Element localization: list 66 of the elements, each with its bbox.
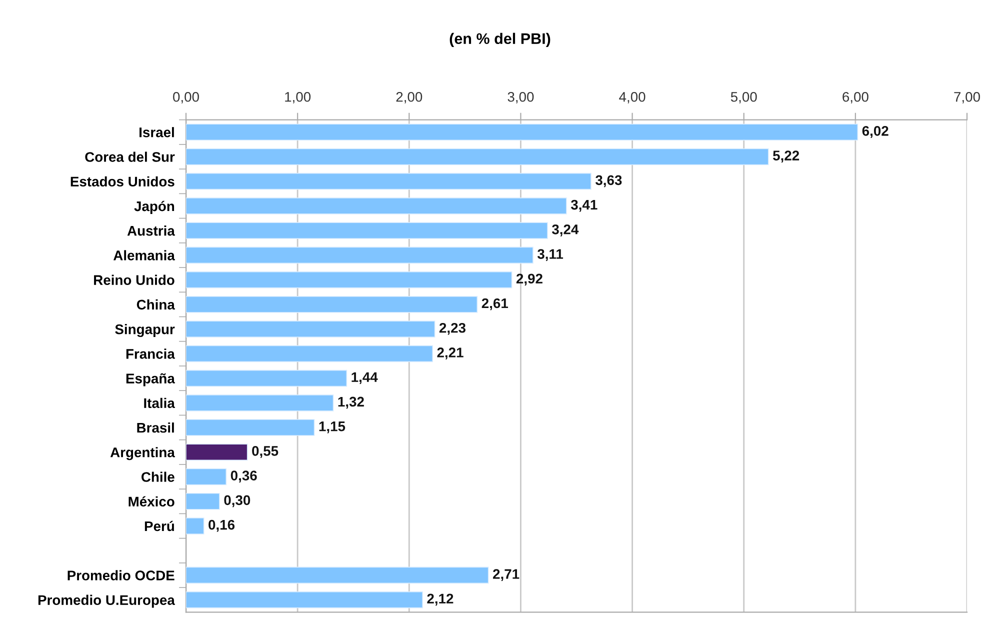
bar — [186, 345, 433, 362]
y-tick-label: Perú — [144, 520, 174, 532]
y-tick-label: Reino Unido — [94, 274, 174, 285]
y-tick-label: Japón — [134, 200, 174, 214]
y-tick-label: Austria — [127, 226, 175, 236]
bar — [186, 246, 534, 264]
bar — [186, 468, 227, 486]
data-label: 5,22 — [772, 150, 800, 162]
chart-title: (en % del PBI) — [450, 32, 550, 48]
data-label: 1,44 — [352, 372, 378, 384]
y-tick-label: Singapur — [115, 324, 175, 338]
y-tick-label: Promedio U.Europea — [38, 594, 175, 608]
bar — [186, 198, 567, 214]
y-tick-label: Estados Unidos — [70, 176, 174, 187]
x-tick-label: 7,00 — [954, 92, 980, 104]
x-tick-label: 5,00 — [730, 92, 757, 104]
bar — [186, 394, 334, 412]
data-label: 2,12 — [427, 594, 454, 606]
data-label: 3,24 — [552, 224, 579, 236]
data-label: 2,92 — [516, 274, 542, 286]
y-tick-label: Israel — [140, 127, 174, 138]
y-tick-label: Italia — [144, 398, 175, 408]
data-label: 1,32 — [338, 396, 364, 409]
bar — [186, 148, 769, 166]
data-label: 0,55 — [252, 446, 278, 458]
data-label: 6,02 — [862, 126, 888, 138]
data-label: 2,21 — [437, 348, 464, 360]
bar — [186, 172, 592, 190]
x-tick-label: 6,00 — [842, 92, 868, 104]
y-tick-label: China — [136, 299, 175, 310]
bar — [186, 419, 315, 436]
data-label: 3,11 — [537, 249, 564, 261]
bar — [186, 444, 248, 461]
bar — [186, 124, 858, 141]
data-label: 3,63 — [595, 175, 622, 188]
bar — [186, 320, 436, 338]
bar — [186, 591, 423, 608]
bar — [186, 566, 489, 584]
y-tick-label: España — [126, 373, 175, 386]
y-tick-label: Brasil — [137, 422, 174, 433]
x-tick-label: 2,00 — [396, 92, 422, 104]
data-label: 2,71 — [493, 569, 520, 581]
data-label: 3,41 — [570, 200, 598, 212]
y-tick-label: Promedio OCDE — [68, 570, 174, 580]
data-label: 0,16 — [208, 520, 235, 532]
y-tick-label: México — [128, 496, 174, 507]
y-tick-label: Corea del Sur — [85, 152, 175, 162]
bar — [186, 296, 478, 313]
data-label: 1,15 — [319, 422, 346, 434]
x-tick-label: 4,00 — [619, 92, 646, 104]
data-label: 0,36 — [230, 470, 257, 482]
data-label: 2,61 — [482, 298, 508, 310]
x-tick-label: 3,00 — [508, 92, 534, 104]
data-label: 0,30 — [224, 495, 250, 508]
bar — [186, 492, 220, 510]
y-tick-label: Argentina — [110, 447, 175, 460]
bar — [186, 271, 512, 288]
y-tick-label: Alemania — [113, 250, 175, 260]
data-label: 2,23 — [439, 322, 466, 335]
x-tick-label: 0,00 — [173, 92, 199, 104]
x-tick-label: 1,00 — [285, 92, 311, 104]
y-tick-label: Francia — [126, 348, 175, 359]
bar — [186, 222, 548, 240]
bar — [186, 518, 204, 534]
bar — [186, 370, 348, 387]
y-tick-label: Chile — [142, 472, 174, 482]
